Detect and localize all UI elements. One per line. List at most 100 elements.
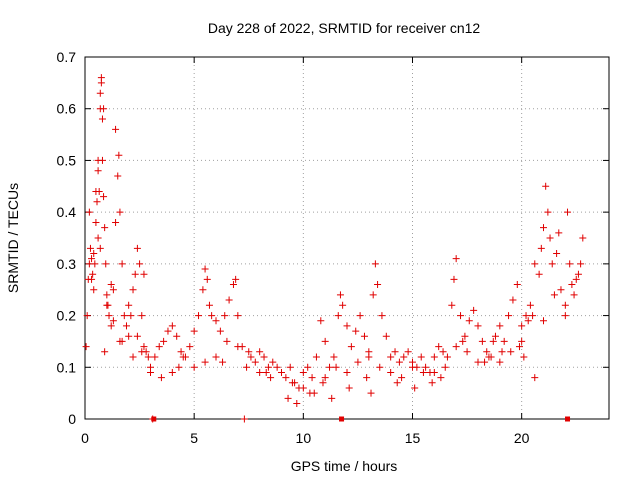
data-point (496, 322, 504, 330)
data-point (465, 317, 473, 325)
data-point (269, 358, 277, 366)
data-point (500, 337, 508, 345)
data-point (144, 353, 152, 361)
data-point (518, 322, 526, 330)
data-point (572, 275, 580, 283)
data-point (247, 353, 255, 361)
data-point (129, 286, 137, 294)
data-point (470, 306, 478, 314)
data-point (147, 368, 154, 376)
y-tick-label: 0.1 (57, 359, 77, 375)
data-point (86, 244, 94, 252)
data-point (102, 260, 110, 268)
data-point (522, 312, 530, 320)
data-point (160, 337, 168, 345)
data-point (529, 312, 537, 320)
data-point (234, 343, 242, 351)
data-point (330, 353, 338, 361)
data-point (94, 156, 102, 164)
data-point (336, 291, 344, 299)
data-point (321, 337, 329, 345)
data-point (459, 337, 467, 345)
data-point (312, 353, 320, 361)
data-point (452, 343, 460, 351)
data-point (251, 358, 259, 366)
x-axis-label: GPS time / hours (291, 458, 398, 474)
data-point (229, 281, 237, 289)
data-point (561, 301, 569, 309)
data-point (186, 343, 194, 351)
data-point (92, 218, 100, 226)
data-point (168, 322, 176, 330)
data-point (94, 167, 102, 175)
data-point (136, 260, 144, 268)
data-point (443, 353, 451, 361)
data-point (485, 353, 493, 361)
data-point (94, 234, 102, 242)
data-point (550, 291, 558, 299)
data-point (216, 327, 224, 335)
data-point (376, 363, 384, 371)
data-point (203, 275, 211, 283)
data-point (190, 327, 198, 335)
data-point (439, 348, 447, 356)
data-point (299, 368, 307, 376)
data-point (339, 301, 347, 309)
data-point (293, 399, 301, 407)
data-point (118, 260, 126, 268)
data-point (437, 374, 445, 382)
data-point (133, 332, 141, 340)
data-point (515, 343, 523, 351)
data-point (208, 312, 216, 320)
data-point (260, 353, 268, 361)
data-point (319, 379, 327, 387)
y-tick-label: 0.7 (57, 49, 77, 65)
data-point (574, 270, 582, 278)
data-point (232, 275, 240, 283)
data-point (114, 172, 122, 180)
data-point (491, 332, 499, 340)
data-point (328, 394, 336, 402)
data-point (83, 312, 91, 320)
data-point (570, 291, 578, 299)
data-point (284, 394, 292, 402)
data-point (463, 348, 471, 356)
marker-layer (151, 416, 571, 422)
data-point (400, 353, 408, 361)
data-point (299, 384, 307, 392)
data-point (417, 353, 425, 361)
data-point (101, 224, 109, 232)
data-point (489, 337, 497, 345)
data-point (326, 363, 334, 371)
data-point (127, 312, 135, 320)
data-point (175, 363, 183, 371)
data-point (393, 379, 401, 387)
y-tick-label: 0.3 (57, 256, 77, 272)
data-point (92, 187, 100, 195)
data-point (125, 332, 133, 340)
data-point (116, 208, 124, 216)
data-point (89, 270, 97, 278)
data-point (201, 265, 209, 273)
data-point (378, 312, 386, 320)
y-tick-label: 0.5 (57, 152, 77, 168)
data-point (256, 368, 264, 376)
y-tick-label: 0.4 (57, 204, 77, 220)
data-point (151, 353, 159, 361)
data-point (419, 368, 427, 376)
data-point (461, 332, 469, 340)
axis-marker (565, 416, 571, 422)
plot-frame (84, 56, 610, 420)
grid-layer (85, 57, 609, 419)
data-point (577, 260, 585, 268)
data-point (356, 312, 364, 320)
data-point (133, 244, 141, 252)
data-point (190, 363, 198, 371)
data-point (363, 374, 371, 382)
data-point (177, 348, 185, 356)
data-point (430, 353, 438, 361)
data-point (88, 255, 96, 263)
data-point (243, 363, 251, 371)
data-point (371, 260, 379, 268)
